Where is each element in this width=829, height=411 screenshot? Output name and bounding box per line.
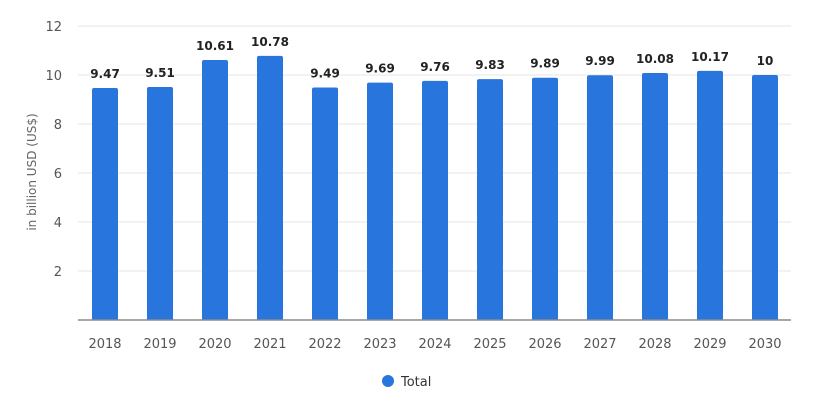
data-labels: 9.47 9.51 10.61 10.78 9.49 9.69 9.76 9.83 9.89 9.…	[90, 35, 773, 81]
x-tick-label: 2019	[143, 337, 176, 352]
y-axis-ticks: 2 4 6 8 10 12	[45, 20, 62, 280]
x-tick-label: 2024	[418, 337, 451, 352]
x-tick-label: 2025	[473, 337, 506, 352]
x-tick-label: 2018	[88, 337, 121, 352]
bar-2020[interactable]	[202, 60, 228, 321]
data-label-2022: 9.49	[310, 66, 340, 80]
x-tick-label: 2023	[363, 337, 396, 352]
data-label-2025: 9.83	[475, 58, 505, 72]
y-axis-label: in billion USD (US$)	[25, 113, 39, 230]
bar-2027[interactable]	[587, 75, 613, 321]
bar-2021[interactable]	[257, 55, 283, 320]
x-tick-label: 2030	[748, 337, 781, 352]
x-axis-ticks: 2018 2019 2020 2021 2022 2023 2024 2025 2026 2027…	[88, 337, 781, 352]
data-label-2029: 10.17	[691, 50, 729, 64]
data-label-2018: 9.47	[90, 67, 120, 81]
bar-2018[interactable]	[92, 87, 118, 320]
bar-2026[interactable]	[532, 77, 558, 320]
bar-2023[interactable]	[367, 82, 393, 320]
y-tick-label: 2	[54, 265, 62, 280]
bar-2024[interactable]	[422, 80, 448, 320]
bar-2019[interactable]	[147, 87, 173, 320]
x-tick-label: 2021	[253, 337, 286, 352]
bar-2025[interactable]	[477, 79, 503, 320]
legend-marker-icon	[382, 375, 394, 387]
data-label-2023: 9.69	[365, 62, 395, 76]
x-tick-label: 2020	[198, 337, 231, 352]
bar-2030[interactable]	[752, 75, 778, 320]
x-tick-label: 2029	[693, 337, 726, 352]
y-tick-label: 12	[45, 20, 62, 35]
data-label-2028: 10.08	[636, 52, 674, 66]
data-label-2021: 10.78	[251, 35, 289, 49]
data-label-2030: 10	[757, 54, 774, 68]
y-tick-label: 8	[54, 118, 62, 133]
bar-2022[interactable]	[312, 87, 338, 321]
x-tick-label: 2022	[308, 337, 341, 352]
y-tick-label: 10	[45, 69, 62, 84]
x-tick-label: 2027	[583, 337, 616, 352]
legend-label: Total	[400, 375, 431, 390]
legend[interactable]: Total	[382, 375, 431, 390]
bar-2029[interactable]	[697, 70, 723, 321]
data-label-2019: 9.51	[145, 66, 175, 80]
y-tick-label: 4	[54, 216, 62, 231]
x-tick-label: 2026	[528, 337, 561, 352]
data-label-2024: 9.76	[420, 60, 450, 74]
data-label-2027: 9.99	[585, 54, 615, 68]
data-label-2026: 9.89	[530, 57, 560, 71]
x-tick-label: 2028	[638, 337, 671, 352]
data-label-2020: 10.61	[196, 39, 234, 53]
y-tick-label: 6	[54, 167, 62, 182]
bar-2028[interactable]	[642, 73, 668, 320]
bars	[92, 55, 778, 321]
